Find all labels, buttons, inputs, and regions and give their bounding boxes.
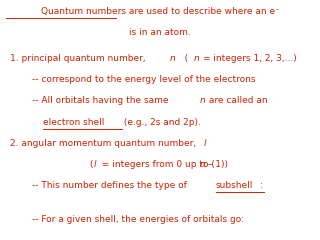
Text: n: n [170, 54, 175, 63]
Text: l: l [204, 139, 207, 148]
Text: n: n [194, 54, 200, 63]
Text: -- This number defines the type of: -- This number defines the type of [32, 181, 190, 190]
Text: (e.g., 2s and 2p).: (e.g., 2s and 2p). [121, 118, 201, 126]
Text: -- correspond to the energy level of the electrons: -- correspond to the energy level of the… [32, 75, 255, 84]
Text: 1. principal quantum number,: 1. principal quantum number, [10, 54, 148, 63]
Text: 2. angular momentum quantum number,: 2. angular momentum quantum number, [10, 139, 199, 148]
Text: is in an atom.: is in an atom. [129, 28, 191, 37]
Text: (: ( [176, 54, 188, 63]
Text: Quantum numbers are used to describe where an e⁻: Quantum numbers are used to describe whe… [41, 7, 279, 16]
Text: are called an: are called an [206, 96, 268, 106]
Text: = integers 1, 2, 3,...): = integers 1, 2, 3,...) [200, 54, 297, 63]
Text: = integers from 0 up to (: = integers from 0 up to ( [99, 160, 214, 169]
Text: -- All orbitals having the same: -- All orbitals having the same [32, 96, 172, 106]
Text: n: n [200, 96, 205, 106]
Text: l: l [94, 160, 96, 169]
Text: :: : [260, 181, 263, 190]
Text: n: n [200, 160, 206, 169]
Text: (: ( [90, 160, 93, 169]
Text: electron shell: electron shell [43, 118, 105, 126]
Text: -- For a given shell, the energies of orbitals go:: -- For a given shell, the energies of or… [32, 215, 244, 224]
Text: electron shell: electron shell [43, 118, 105, 126]
Text: subshell: subshell [216, 181, 253, 190]
Text: – 1)): – 1)) [205, 160, 228, 169]
Text: subshell: subshell [216, 181, 253, 190]
Text: Quantum numbers are used to describe where an e⁻: Quantum numbers are used to describe whe… [41, 7, 279, 16]
